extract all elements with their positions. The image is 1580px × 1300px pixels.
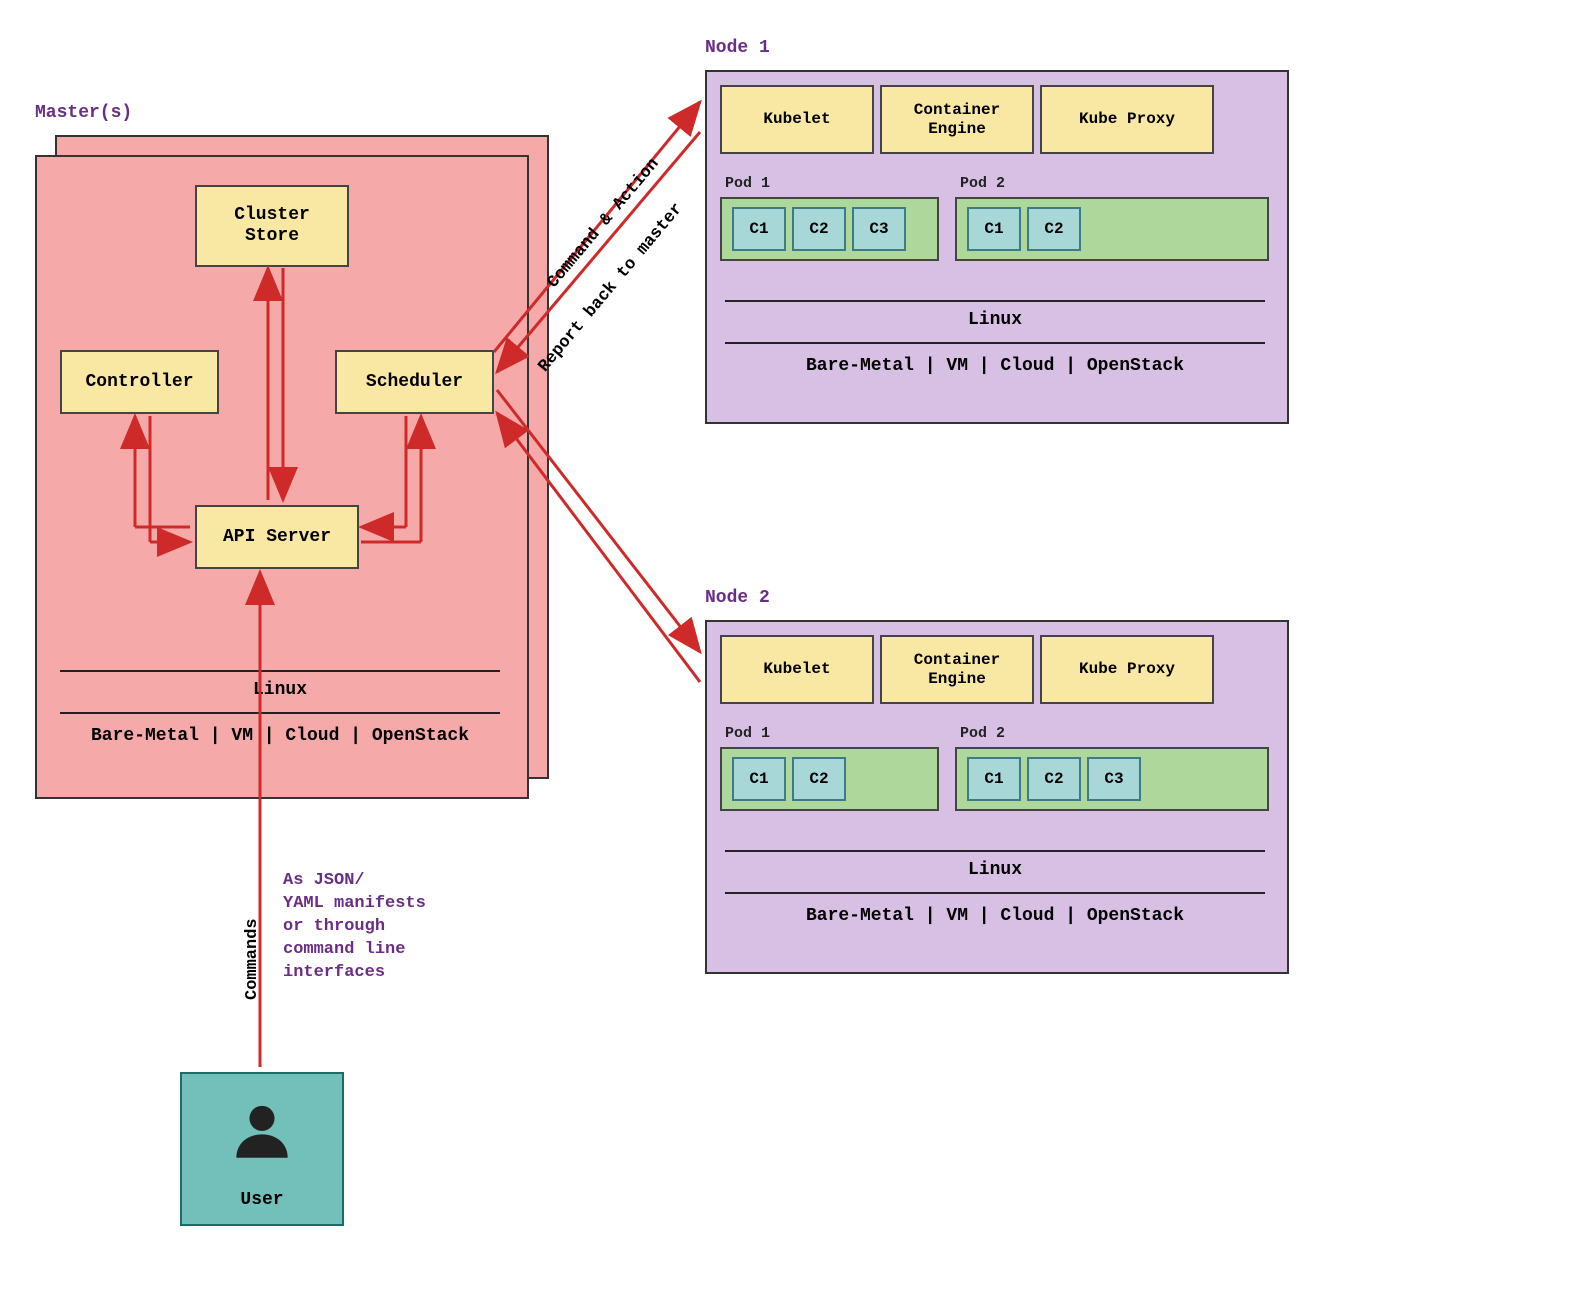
node1-pod1-c1: C1 [732,207,786,251]
user-label: User [182,1190,342,1210]
node1-os: Linux [725,310,1265,330]
node1-infra: Bare-Metal | VM | Cloud | OpenStack [725,356,1265,376]
node1-hr-top [725,300,1265,302]
node2-hr-top [725,850,1265,852]
master-title: Master(s) [35,103,132,123]
master-hr-top [60,670,500,672]
node2-pod1-c1: C1 [732,757,786,801]
command-action-label: Command & Action [544,155,663,292]
node2-infra: Bare-Metal | VM | Cloud | OpenStack [725,906,1265,926]
master-hr-mid [60,712,500,714]
node2-pod2-c2: C2 [1027,757,1081,801]
user-icon [227,1094,297,1169]
node1-title: Node 1 [705,38,770,58]
node1-kubelet: Kubelet [720,85,874,154]
api-server-box: API Server [195,505,359,569]
controller-box: Controller [60,350,219,414]
node2-pod2-c3: C3 [1087,757,1141,801]
node1-hr-mid [725,342,1265,344]
node1-pod1-c3: C3 [852,207,906,251]
node1-pod2-c2: C2 [1027,207,1081,251]
commands-label: Commands [243,918,262,1000]
node1-pod1-c2: C2 [792,207,846,251]
user-box: User [180,1072,344,1226]
node2-pod1-title: Pod 1 [725,725,770,742]
master-infra-label: Bare-Metal | VM | Cloud | OpenStack [60,726,500,746]
manifest-text: As JSON/ YAML manifests or through comma… [283,870,426,985]
node2-pod2-title: Pod 2 [960,725,1005,742]
node1-proxy: Kube Proxy [1040,85,1214,154]
node1-pod2-title: Pod 2 [960,175,1005,192]
node2-proxy: Kube Proxy [1040,635,1214,704]
scheduler-box: Scheduler [335,350,494,414]
node2-os: Linux [725,860,1265,880]
node1-engine: Container Engine [880,85,1034,154]
master-os-label: Linux [60,680,500,700]
cluster-store-box: Cluster Store [195,185,349,267]
node1-pod1-title: Pod 1 [725,175,770,192]
node2-kubelet: Kubelet [720,635,874,704]
node1-pod2-c1: C1 [967,207,1021,251]
node2-engine: Container Engine [880,635,1034,704]
node2-hr-mid [725,892,1265,894]
node2-title: Node 2 [705,588,770,608]
node2-pod1-c2: C2 [792,757,846,801]
node2-pod2-c1: C1 [967,757,1021,801]
